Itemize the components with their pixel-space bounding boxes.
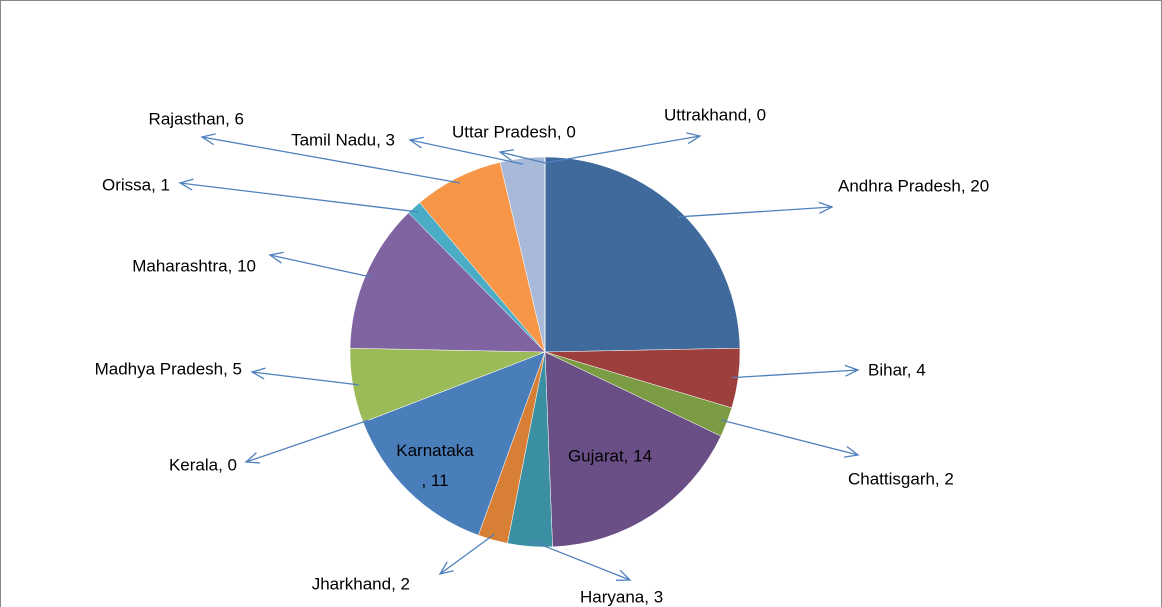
leader-line: [499, 151, 546, 164]
data-label: Bihar, 4: [868, 360, 926, 379]
leader-line: [179, 182, 418, 213]
label-line: , 11: [421, 471, 448, 490]
arrow-head: [438, 561, 454, 575]
arrow-head: [408, 136, 424, 149]
data-label: Uttar Pradesh, 0: [452, 122, 576, 141]
data-label: Orissa, 1: [102, 175, 170, 194]
leader-line: [409, 139, 524, 165]
arrow-head: [244, 452, 261, 464]
leader-line: [732, 369, 859, 379]
leader-line: [439, 533, 495, 575]
leader-line: [201, 136, 461, 184]
arrow-head: [250, 367, 266, 380]
pie-slice: [362, 351, 546, 536]
arrow-head: [178, 178, 194, 191]
data-label: Tamil Nadu, 3: [291, 130, 395, 149]
leader-line: [245, 419, 369, 463]
data-label: Karnataka , 11: [396, 441, 474, 490]
data-label: Rajasthan, 6: [149, 109, 244, 128]
data-label: Maharashtra, 10: [132, 256, 256, 275]
data-label: Kerala, 0: [169, 455, 237, 474]
data-label: Andhra Pradesh, 20: [838, 176, 989, 195]
arrow-head: [268, 251, 284, 264]
leader-line: [530, 539, 631, 581]
pie-slice: [544, 351, 722, 548]
arrow-head: [818, 201, 834, 214]
data-label: Chattisgarh, 2: [848, 469, 954, 488]
pie-slice: [544, 156, 741, 353]
arrow-head: [844, 364, 860, 377]
data-label: Gujarat, 14: [568, 446, 652, 465]
leader-line: [544, 135, 701, 164]
arrow-head: [498, 149, 514, 161]
data-label: Madhya Pradesh, 5: [95, 359, 242, 378]
label-line: Karnataka: [396, 441, 474, 460]
data-label: Uttrakhand, 0: [664, 105, 766, 124]
data-label: Jharkhand, 2: [312, 574, 410, 593]
leader-line: [677, 206, 833, 218]
arrow-head: [200, 133, 216, 146]
leader-line: [269, 254, 372, 278]
arrow-head: [844, 446, 860, 458]
arrow-head: [615, 569, 632, 581]
leader-line: [721, 419, 859, 456]
data-label: Haryana, 3: [580, 587, 663, 606]
leader-line: [251, 371, 359, 386]
arrow-head: [686, 132, 702, 145]
pie-slice: [349, 212, 546, 353]
